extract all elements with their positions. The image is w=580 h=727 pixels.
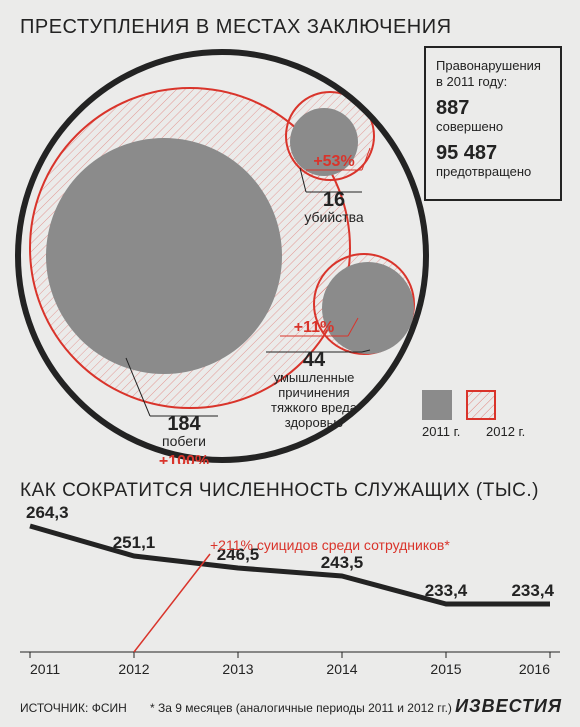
footnote: * За 9 месяцев (аналогичные периоды 2011… xyxy=(150,701,452,715)
bubble-harm-label: умышленные xyxy=(274,370,355,385)
info-prevented-label: предотвращено xyxy=(436,164,550,179)
bubble-escapes-2011 xyxy=(46,138,282,374)
bubble-harm-2011 xyxy=(322,262,414,354)
bubble-escapes-change: +100% xyxy=(159,453,209,464)
value-label: 233,4 xyxy=(511,581,554,600)
legend-label-2011: 2011 г. xyxy=(422,424,472,439)
info-box: Правонарушения в 2011 году: 887 совершен… xyxy=(424,46,562,201)
bubble-murders-change: +53% xyxy=(313,153,354,170)
info-prevented-value: 95 487 xyxy=(436,142,550,164)
value-label: 243,5 xyxy=(321,553,364,572)
main-title: ПРЕСТУПЛЕНИЯ В МЕСТАХ ЗАКЛЮЧЕНИЯ xyxy=(20,16,452,39)
brand-logo: ИЗВЕСТИЯ xyxy=(455,696,562,717)
year-label: 2011 xyxy=(30,661,60,677)
source-label: ИСТОЧНИК: xyxy=(20,701,88,715)
bubble-harm-label: причинения xyxy=(278,385,349,400)
year-label: 2016 xyxy=(519,661,550,677)
bubble-harm-label: тяжкого вреда xyxy=(271,400,358,415)
suicide-note: +211% суицидов среди сотрудников* xyxy=(210,537,450,553)
bubble-murders-label: убийства xyxy=(304,209,364,225)
source: ИСТОЧНИК: ФСИН xyxy=(20,701,127,715)
value-label: 264,3 xyxy=(26,506,69,522)
suicide-leader xyxy=(134,554,210,652)
bubble-escapes-value: 184 xyxy=(167,413,201,435)
year-label: 2013 xyxy=(222,661,253,677)
legend: 2011 г. 2012 г. xyxy=(422,390,562,439)
info-box-header: Правонарушения в 2011 году: xyxy=(436,58,550,91)
subtitle: КАК СОКРАТИТСЯ ЧИСЛЕННОСТЬ СЛУЖАЩИХ (ТЫС… xyxy=(20,480,539,502)
line-chart: 201120122013201420152016264,3251,1246,52… xyxy=(10,506,570,686)
bubble-harm-label: здоровью xyxy=(285,415,344,430)
year-label: 2015 xyxy=(430,661,461,677)
legend-label-2012: 2012 г. xyxy=(486,424,536,439)
legend-swatch-2011 xyxy=(422,390,452,420)
bubble-escapes-label: побеги xyxy=(162,433,206,449)
info-committed-value: 887 xyxy=(436,97,550,119)
bubble-chart: 184побеги +100% 16убийства +53% 44умышленные… xyxy=(14,48,430,464)
bubble-harm-value: 44 xyxy=(303,349,326,371)
year-label: 2012 xyxy=(118,661,149,677)
source-value: ФСИН xyxy=(92,701,127,715)
legend-swatch-2012 xyxy=(466,390,496,420)
bubble-harm-change: +11% xyxy=(294,319,334,336)
value-label: 251,1 xyxy=(113,533,156,552)
year-label: 2014 xyxy=(326,661,357,677)
bubble-murders-value: 16 xyxy=(323,189,345,211)
value-label: 233,4 xyxy=(425,581,468,600)
info-committed-label: совершено xyxy=(436,119,550,134)
